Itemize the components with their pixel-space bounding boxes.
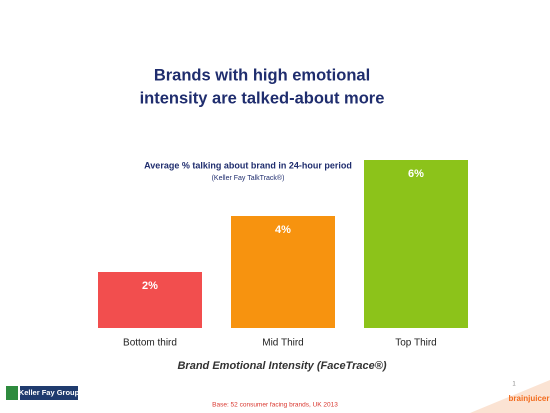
subtitle: Average % talking about brand in 24-hour… — [144, 160, 352, 170]
x-tick-label: Bottom third — [123, 338, 177, 349]
logo-square — [6, 386, 18, 400]
bar — [98, 272, 202, 328]
logo-box — [20, 386, 78, 400]
keller-fay-logo: Keller Fay Group — [6, 386, 80, 400]
x-tick-label: Top Third — [395, 338, 437, 349]
title-line: Brands with high emotional — [154, 66, 370, 84]
value-label: 2% — [142, 280, 158, 292]
footnote: Base: 52 consumer facing brands, UK 2013 — [212, 402, 338, 409]
value-label: 6% — [408, 168, 424, 180]
x-tick-label: Mid Third — [262, 338, 304, 349]
bar — [364, 160, 468, 328]
logo-text: Keller Fay Group — [19, 388, 80, 397]
title-line: intensity are talked-about more — [140, 89, 385, 107]
corner-shade — [470, 380, 550, 413]
value-label: 4% — [275, 224, 291, 236]
source: (Keller Fay TalkTrack®) — [212, 174, 285, 182]
bar — [231, 216, 335, 328]
brainjuicer-logo: brainjuicer — [509, 394, 550, 403]
page-number: 1 — [512, 382, 516, 388]
x-axis-title: Brand Emotional Intensity (FaceTrace®) — [177, 360, 386, 372]
